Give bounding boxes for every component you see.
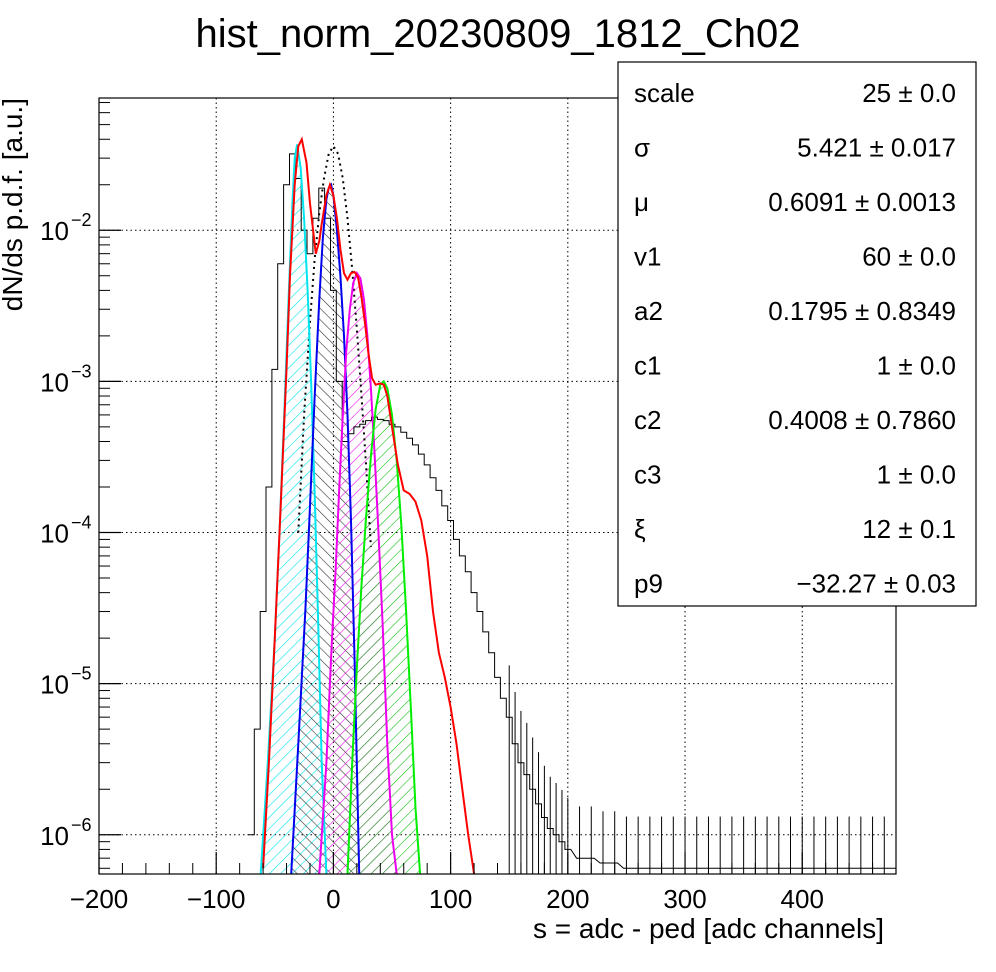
x-tick-label: 400 [781,884,824,914]
magenta-component-curve [318,271,398,874]
x-tick-label: 0 [326,884,340,914]
stat-name: v1 [634,242,661,272]
y-tick-label: 10 [40,216,69,246]
y-tick-exponent: −6 [71,815,92,835]
x-tick-label: −100 [187,884,246,914]
stats-box-frame [617,61,977,607]
x-tick-label: −200 [70,884,129,914]
y-tick-exponent: −4 [71,513,92,533]
x-tick-label: 200 [546,884,589,914]
stat-value: 25 ± 0.0 [862,78,956,108]
green-component-curve-fill [347,381,421,874]
fit-stats-box: scale 25 ± 0.0 σ 5.421 ± 0.017 μ 0.6091 ± 0.0… [617,61,977,607]
stat-value: −32.27 ± 0.03 [796,569,956,599]
y-tick-label: 10 [40,367,69,397]
y-tick-label: 10 [40,519,69,549]
y-tick-exponent: −3 [71,361,92,381]
x-tick-label: 300 [663,884,706,914]
y-tick-exponent: −2 [71,210,92,230]
y-tick-label: 10 [40,821,69,851]
stat-value: 1 ± 0.0 [877,351,956,381]
stat-value: 0.1795 ± 0.8349 [768,296,956,326]
stat-name: σ [634,133,650,163]
x-axis-label: s = adc - ped [adc channels] [533,913,884,944]
stat-value: 12 ± 0.1 [862,514,956,544]
stat-name: c1 [634,351,661,381]
stat-value: 5.421 ± 0.017 [797,133,956,163]
stat-name: a2 [634,296,663,326]
stat-name: c3 [634,460,661,490]
x-axis: −200 −100 0 100 200 300 400 [70,852,897,914]
data-histogram [248,153,896,869]
y-tick-exponent: −5 [71,664,92,684]
y-axis: 10−610−510−410−310−2 [40,102,121,869]
stat-value: 0.4008 ± 0.7860 [768,405,956,435]
total-fit-curve [262,136,476,874]
stat-value: 0.6091 ± 0.0013 [768,187,956,217]
chart-title: hist_norm_20230809_1812_Ch02 [196,12,801,56]
y-tick-label: 10 [40,670,69,700]
stat-name: ξ [634,514,646,544]
stat-name: p9 [634,569,663,599]
stat-name: c2 [634,405,661,435]
stat-name: scale [634,78,695,108]
green-component-curve [346,379,422,874]
stat-value: 60 ± 0.0 [862,242,956,272]
plot-area [248,136,896,874]
stat-name: μ [634,187,649,217]
stat-value: 1 ± 0.0 [877,460,956,490]
y-axis-label: dN/ds p.d.f. [a.u.] [0,98,28,311]
x-tick-label: 100 [429,884,472,914]
